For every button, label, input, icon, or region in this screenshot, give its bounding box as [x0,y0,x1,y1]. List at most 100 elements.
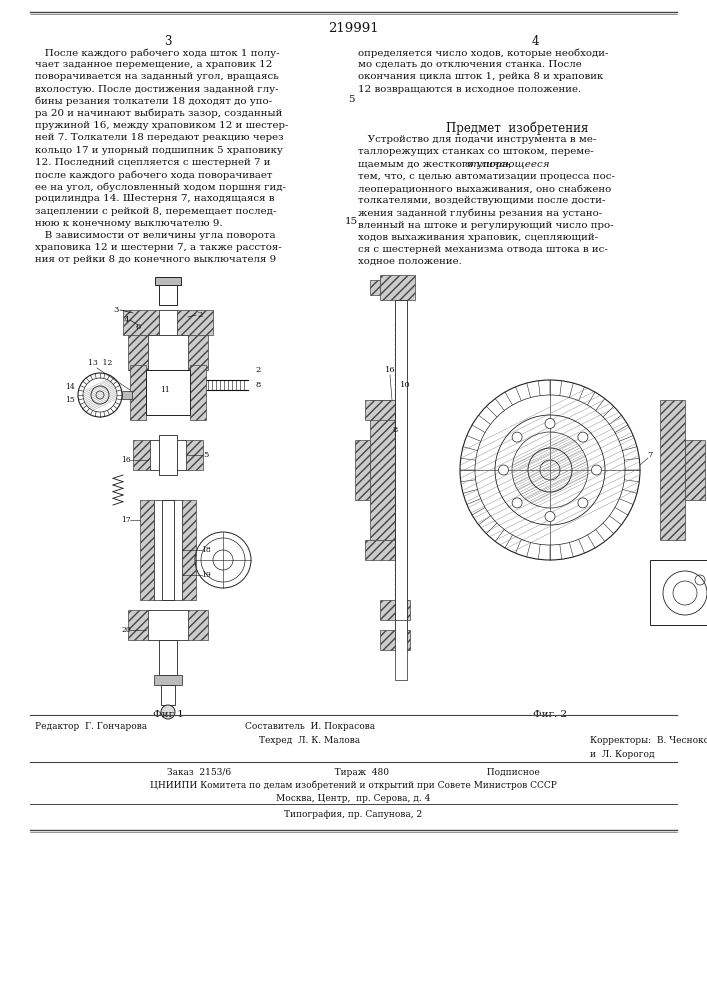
Circle shape [498,465,508,475]
Bar [190,365,206,420]
Text: 8: 8 [255,381,261,389]
Circle shape [545,418,555,428]
Text: пружиной 16, между храповиком 12 и шестер-: пружиной 16, между храповиком 12 и шесте… [35,121,288,130]
Text: окончания цикла шток 1, рейка 8 и храповик: окончания цикла шток 1, рейка 8 и храпов… [358,72,603,81]
Bar [395,300,407,640]
Text: вхолостую. После достижения заданной глу-: вхолостую. После достижения заданной глу… [35,85,279,94]
Circle shape [578,432,588,442]
Text: 12 возвращаются в исходное положение.: 12 возвращаются в исходное положение. [358,85,581,94]
Text: кольцо 17 и упорный подшипник 5 храповику: кольцо 17 и упорный подшипник 5 храповик… [35,146,283,155]
Text: 219991: 219991 [327,22,378,35]
Text: 3: 3 [164,35,172,48]
Bar [380,630,410,650]
Text: бины резания толкатели 18 доходят до упо-: бины резания толкатели 18 доходят до упо… [35,97,272,106]
Bar [123,310,213,335]
Circle shape [161,705,175,719]
Text: 5: 5 [204,451,209,459]
Text: таллорежущих станках со штоком, переме-: таллорежущих станках со штоком, переме- [358,147,594,156]
Text: Редактор  Г. Гончарова: Редактор Г. Гончарова [35,722,147,731]
Bar [370,280,380,295]
Bar [148,335,188,370]
Bar [182,500,196,600]
Text: Техред  Л. К. Малова: Техред Л. К. Малова [259,736,361,745]
Circle shape [545,512,555,522]
Text: 8: 8 [392,426,397,434]
Text: ЦНИИПИ Комитета по делам изобретений и открытий при Совете Министров СССР: ЦНИИПИ Комитета по делам изобретений и о… [150,781,556,790]
Bar [140,500,154,600]
Text: 11: 11 [160,386,170,394]
Bar [146,370,190,415]
Text: ее на угол, обусловленный ходом поршня гид-: ее на угол, обусловленный ходом поршня г… [35,182,286,192]
Bar [685,440,705,500]
Text: 17: 17 [121,516,131,524]
Text: нюю к конечному выключателю 9.: нюю к конечному выключателю 9. [35,219,223,228]
Text: 2: 2 [197,311,203,319]
Bar [162,500,174,600]
Text: ходов выхаживания храповик, сцепляющий-: ходов выхаживания храповик, сцепляющий- [358,233,598,242]
Text: ния от рейки 8 до конечного выключателя 9: ния от рейки 8 до конечного выключателя … [35,255,276,264]
Text: Заказ  2153/6                                    Тираж  480                     : Заказ 2153/6 Тираж 480 [167,768,539,777]
Bar [380,600,410,620]
Circle shape [512,432,522,442]
Bar [159,435,177,475]
Text: мо сделать до отключения станка. После: мо сделать до отключения станка. После [358,60,582,69]
Text: Устройство для подачи инструмента в ме-: Устройство для подачи инструмента в ме- [358,135,597,144]
Text: отличающееся: отличающееся [464,160,550,169]
Bar [159,640,177,675]
Bar [122,391,132,399]
Bar [161,685,175,705]
Text: В зависимости от величины угла поворота: В зависимости от величины угла поворота [35,231,276,240]
Bar [148,610,188,640]
Text: 10: 10 [399,381,410,389]
Bar [154,675,182,685]
Text: Составитель  И. Покрасова: Составитель И. Покрасова [245,722,375,731]
Bar [660,400,685,540]
Bar [133,440,203,470]
Text: ся с шестерней механизма отвода штока в ис-: ся с шестерней механизма отвода штока в … [358,245,608,254]
Bar [365,400,395,420]
Text: 16: 16 [121,456,131,464]
Text: леоперационного выхаживания, оно снабжено: леоперационного выхаживания, оно снабжен… [358,184,612,194]
Circle shape [578,498,588,508]
Bar [370,400,395,540]
Text: тем, что, с целью автоматизации процесса пос-: тем, что, с целью автоматизации процесса… [358,172,615,181]
Text: 15: 15 [344,217,358,226]
Bar [355,440,370,500]
Text: Фиг 1: Фиг 1 [153,710,183,719]
Text: щаемым до жесткого упора,: щаемым до жесткого упора, [358,160,515,169]
Text: 12. Последний сцепляется с шестерней 7 и: 12. Последний сцепляется с шестерней 7 и [35,158,271,167]
Bar [130,365,146,420]
Text: Москва, Центр,  пр. Серова, д. 4: Москва, Центр, пр. Серова, д. 4 [276,794,430,803]
Text: Типография, пр. Сапунова, 2: Типография, пр. Сапунова, 2 [284,810,422,819]
Text: ходное положение.: ходное положение. [358,257,462,266]
Bar [159,310,177,335]
Text: зацеплении с рейкой 8, перемещает послед-: зацеплении с рейкой 8, перемещает послед… [35,207,276,216]
Bar [150,440,186,470]
Text: роцилиндра 14. Шестерня 7, находящаяся в: роцилиндра 14. Шестерня 7, находящаяся в [35,194,274,203]
Bar [154,500,182,600]
Bar [155,277,181,285]
Text: поворачивается на заданный угол, вращаясь: поворачивается на заданный угол, вращаяс… [35,72,279,81]
Bar [395,620,407,680]
Bar [650,560,707,625]
Text: 2: 2 [255,366,261,374]
Text: 14: 14 [65,383,75,391]
Bar [128,335,208,370]
Circle shape [592,465,602,475]
Text: жения заданной глубины резания на устано-: жения заданной глубины резания на устано… [358,208,602,218]
Text: 19: 19 [201,571,211,579]
Text: Фиг. 2: Фиг. 2 [533,710,567,719]
Text: вленный на штоке и регулирующий число про-: вленный на штоке и регулирующий число пр… [358,221,614,230]
Text: 6: 6 [135,323,141,331]
Text: 7: 7 [648,451,653,459]
Text: храповика 12 и шестерни 7, а также расстоя-: храповика 12 и шестерни 7, а также расст… [35,243,282,252]
Text: и  Л. Корогод: и Л. Корогод [590,750,655,759]
Text: чает заданное перемещение, а храповик 12: чает заданное перемещение, а храповик 12 [35,60,272,69]
Text: 4: 4 [531,35,539,48]
Text: толкателями, воздействующими после дости-: толкателями, воздействующими после дости… [358,196,605,205]
Text: 13  12: 13 12 [88,359,112,367]
Text: 15: 15 [65,396,75,404]
Text: После каждого рабочего хода шток 1 полу-: После каждого рабочего хода шток 1 полу- [35,48,280,57]
Text: 4: 4 [123,316,129,324]
Text: ней 7. Толкатели 18 передают реакцию через: ней 7. Толкатели 18 передают реакцию чер… [35,133,284,142]
